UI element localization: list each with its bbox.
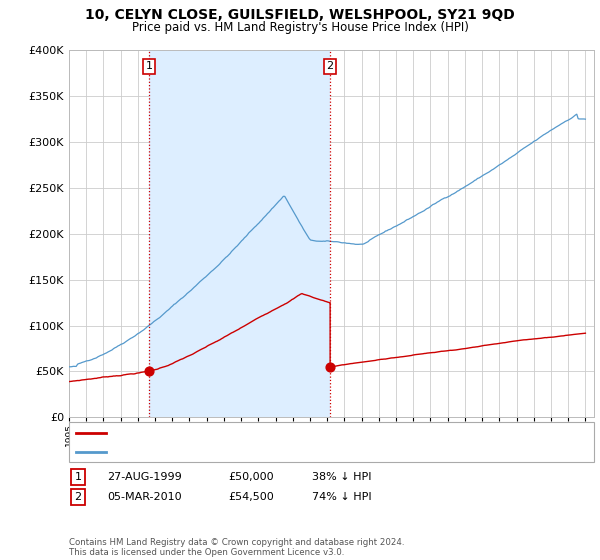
Text: 1: 1 xyxy=(146,62,152,72)
Text: 05-MAR-2010: 05-MAR-2010 xyxy=(107,492,181,502)
Text: 38% ↓ HPI: 38% ↓ HPI xyxy=(312,472,371,482)
Text: £54,500: £54,500 xyxy=(228,492,274,502)
Text: Contains HM Land Registry data © Crown copyright and database right 2024.
This d: Contains HM Land Registry data © Crown c… xyxy=(69,538,404,557)
Text: 10, CELYN CLOSE, GUILSFIELD, WELSHPOOL, SY21 9QD (detached house): 10, CELYN CLOSE, GUILSFIELD, WELSHPOOL, … xyxy=(114,428,496,438)
Text: Price paid vs. HM Land Registry's House Price Index (HPI): Price paid vs. HM Land Registry's House … xyxy=(131,21,469,34)
Text: 2: 2 xyxy=(326,62,334,72)
Bar xyxy=(149,50,330,417)
Text: 10, CELYN CLOSE, GUILSFIELD, WELSHPOOL, SY21 9QD: 10, CELYN CLOSE, GUILSFIELD, WELSHPOOL, … xyxy=(85,8,515,22)
Text: 74% ↓ HPI: 74% ↓ HPI xyxy=(312,492,371,502)
Point xyxy=(144,367,154,376)
Text: 2: 2 xyxy=(74,492,82,502)
Text: HPI: Average price, detached house, Powys: HPI: Average price, detached house, Powy… xyxy=(114,447,339,457)
Text: £50,000: £50,000 xyxy=(228,472,274,482)
Text: 27-AUG-1999: 27-AUG-1999 xyxy=(107,472,182,482)
Point xyxy=(325,363,335,372)
Text: 1: 1 xyxy=(74,472,82,482)
